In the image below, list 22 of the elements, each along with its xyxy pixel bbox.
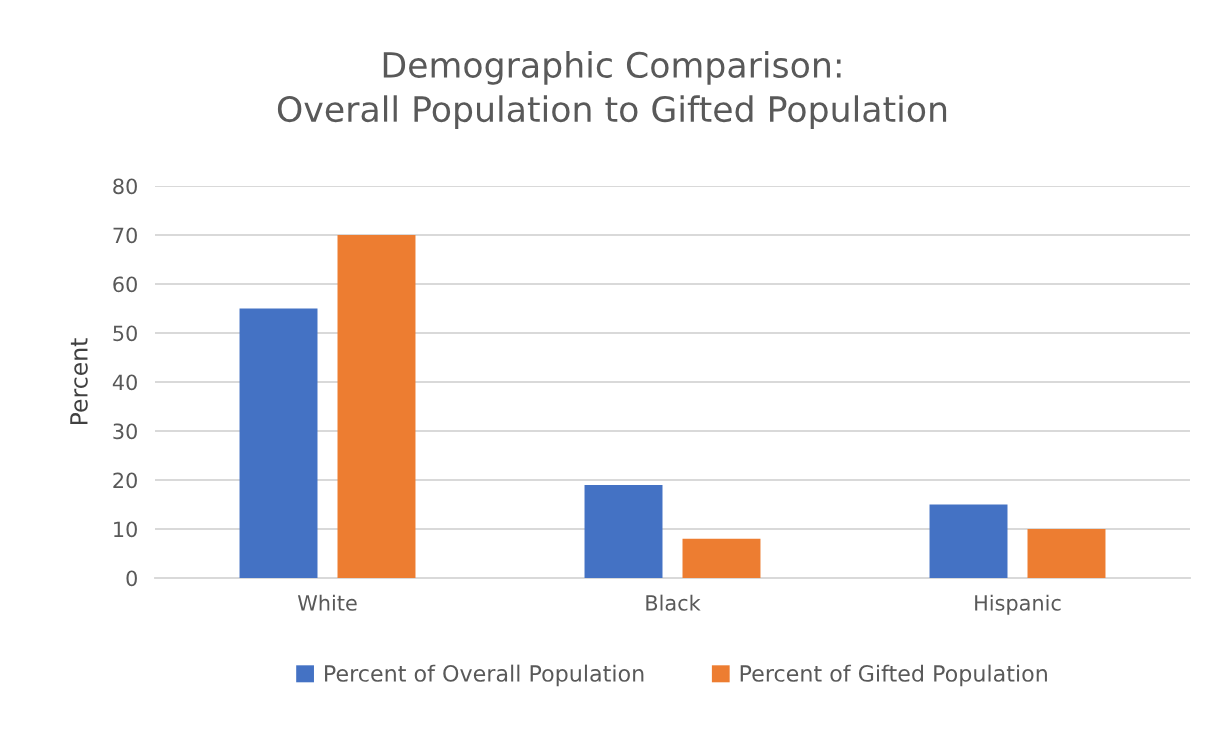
y-tick-label: 40	[112, 374, 137, 391]
x-tick-label: Black	[646, 594, 701, 611]
y-tick-label: 30	[113, 423, 137, 440]
y-tick-label: 20	[113, 472, 137, 489]
y-tick-label: 0	[126, 570, 137, 587]
y-tick-label: 60	[113, 276, 137, 293]
bar	[1027, 529, 1106, 578]
y-tick-label: 50	[113, 325, 137, 342]
y-tick-label: 80	[113, 178, 137, 195]
bar	[239, 308, 318, 578]
x-tick-label: Hispanic	[975, 594, 1061, 615]
chart-title: Demographic Comparison: Overall Population to Gifted Population	[277, 51, 947, 129]
bar	[929, 504, 1008, 578]
y-tick-label: 10	[114, 521, 137, 538]
x-tick-label: White	[297, 594, 357, 611]
y-tick-label: 70	[113, 227, 137, 244]
legend-label: Percent of Gifted Population	[740, 664, 1047, 687]
y-axis-title: Percent	[70, 338, 88, 425]
bar	[584, 484, 663, 578]
bar	[682, 538, 761, 578]
legend-label: Percent of Overall Population	[325, 664, 644, 687]
bar	[337, 235, 416, 578]
